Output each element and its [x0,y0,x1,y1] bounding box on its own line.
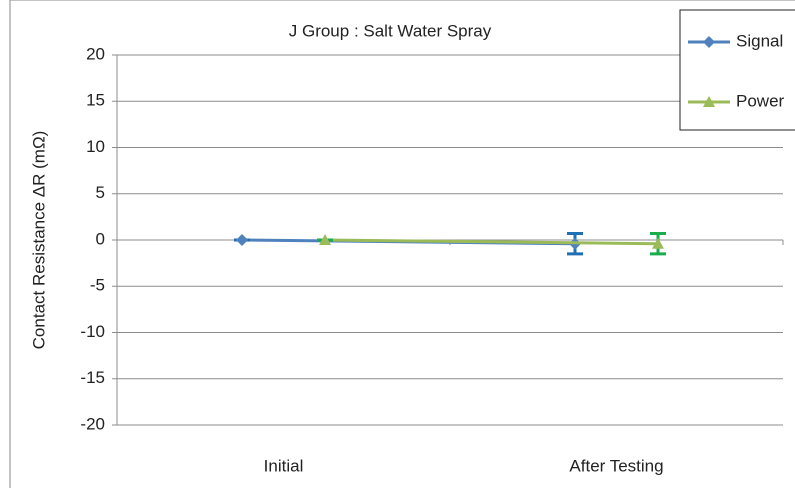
y-tick-label: -20 [80,414,105,433]
data-point [652,237,664,249]
legend-label: Signal [736,31,783,50]
y-tick-label: 0 [96,229,105,248]
legend-label: Power [736,91,785,110]
chart-border [9,0,795,488]
y-axis-label: Contact Resistance ΔR (mΩ) [29,131,48,350]
chart-title: J Group : Salt Water Spray [289,21,492,40]
data-point [236,234,248,246]
series-line [324,238,659,246]
x-tick-label: Initial [264,456,304,475]
data-point [319,234,331,245]
legend-marker [703,36,715,48]
y-tick-label: 15 [86,91,105,110]
y-tick-label: 20 [86,44,105,63]
y-tick-label: 10 [86,137,105,156]
legend-marker [703,96,715,107]
x-tick-label: After Testing [569,456,663,475]
legend-box [679,9,795,131]
y-tick-label: -10 [80,322,105,341]
y-tick-label: 5 [96,183,105,202]
y-tick-label: -15 [80,368,105,387]
y-tick-label: -5 [90,276,105,295]
